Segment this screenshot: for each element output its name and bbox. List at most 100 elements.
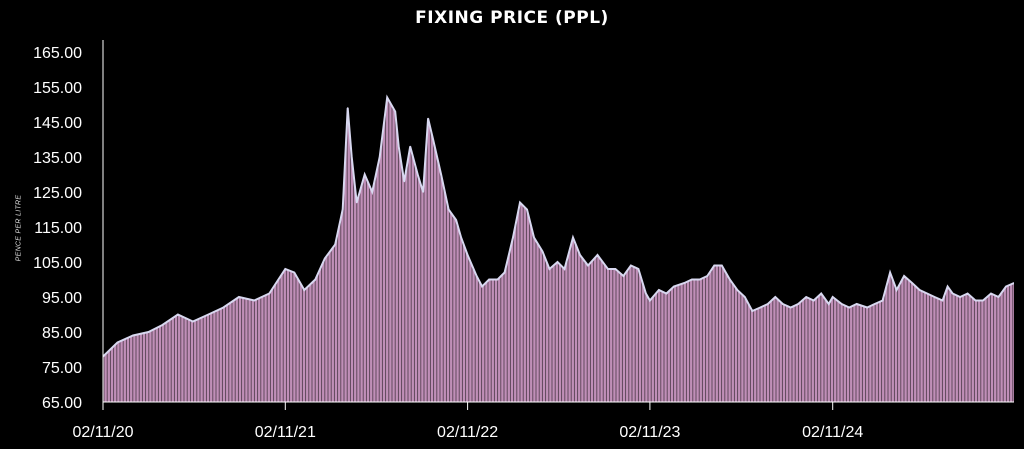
data-point [933, 296, 936, 298]
data-point [840, 303, 843, 305]
data-point [797, 303, 799, 305]
data-point [895, 289, 898, 291]
data-point [767, 303, 769, 305]
data-point [303, 289, 306, 291]
data-point [607, 268, 609, 270]
y-tick-label: 145.00 [33, 115, 82, 132]
data-point [691, 278, 693, 281]
series-area-group [103, 40, 1014, 402]
y-tick-label: 115.00 [34, 220, 82, 237]
data-point [926, 292, 928, 295]
data-point [394, 110, 397, 113]
data-point [729, 278, 731, 281]
data-point [637, 268, 640, 270]
data-point [488, 278, 490, 281]
data-point [541, 250, 544, 253]
data-point [268, 292, 271, 295]
x-tick-label: 02/11/24 [802, 424, 863, 441]
data-point [533, 236, 535, 239]
y-tick-label: 105.00 [33, 255, 82, 272]
data-point [744, 296, 746, 298]
data-point [812, 299, 815, 302]
data-point [789, 306, 792, 309]
data-point [665, 292, 668, 295]
data-point [959, 296, 961, 298]
data-point [397, 145, 400, 148]
data-point [699, 278, 701, 281]
data-point [475, 275, 478, 277]
data-point [759, 306, 762, 309]
data-point [782, 303, 784, 305]
data-point [721, 264, 723, 267]
data-point [997, 296, 1000, 298]
data-point [386, 96, 389, 99]
y-tick-label: 65.00 [42, 395, 82, 412]
data-point [736, 289, 739, 291]
y-tick-label: 85.00 [42, 325, 82, 342]
data-point [630, 264, 632, 267]
data-point [350, 156, 353, 158]
y-tick-label: 165.00 [33, 45, 82, 62]
data-point [974, 299, 977, 302]
data-point [903, 275, 905, 277]
data-point [848, 306, 850, 309]
data-point [713, 264, 716, 267]
data-point [866, 306, 868, 309]
data-point [1005, 285, 1007, 288]
data-point [563, 268, 566, 270]
data-point [873, 303, 876, 305]
data-point [774, 296, 777, 298]
data-point [192, 320, 194, 323]
data-point [990, 292, 992, 295]
data-point [751, 310, 754, 312]
data-point [238, 296, 240, 298]
data-point [946, 285, 949, 288]
data-point [827, 303, 830, 305]
data-point [966, 292, 969, 295]
data-point [341, 208, 344, 211]
data-point [622, 275, 625, 277]
data-point [831, 296, 834, 298]
data-point [116, 341, 119, 344]
x-tick-label: 02/11/22 [437, 424, 498, 441]
data-point [371, 191, 374, 193]
data-point [427, 117, 429, 120]
data-point [334, 243, 337, 246]
data-point [579, 254, 581, 256]
data-point [132, 334, 134, 337]
data-point [512, 236, 514, 239]
data-point [1013, 282, 1014, 284]
data-point [355, 201, 358, 204]
data-point [284, 268, 287, 270]
data-point [496, 278, 499, 281]
axes: 65.00 75.00 85.00 95.00 105.00 115.00 125.00 13… [33, 40, 1014, 441]
data-point [416, 173, 419, 176]
x-tick-label: 02/11/23 [619, 424, 680, 441]
bar-texture [103, 40, 1014, 402]
chart-title: FIXING PRICE (PPL) [415, 8, 609, 28]
data-point [556, 261, 559, 263]
data-point [519, 201, 521, 204]
data-point [706, 275, 709, 277]
data-point [941, 299, 944, 302]
data-point [293, 271, 296, 274]
data-point [526, 208, 528, 211]
data-point [207, 313, 210, 316]
data-point [855, 303, 858, 305]
data-point [161, 324, 164, 326]
data-point [314, 278, 317, 281]
data-point [614, 268, 617, 270]
y-tick-label: 155.00 [33, 80, 82, 97]
data-point [177, 313, 179, 316]
data-point [147, 331, 150, 333]
data-point [222, 306, 225, 309]
data-point [683, 282, 686, 284]
data-point [673, 285, 675, 288]
data-point [658, 289, 660, 291]
data-point [324, 257, 326, 260]
data-point [447, 208, 450, 211]
data-point [363, 173, 366, 176]
data-point [820, 292, 822, 295]
y-tick-label: 125.00 [33, 185, 82, 202]
